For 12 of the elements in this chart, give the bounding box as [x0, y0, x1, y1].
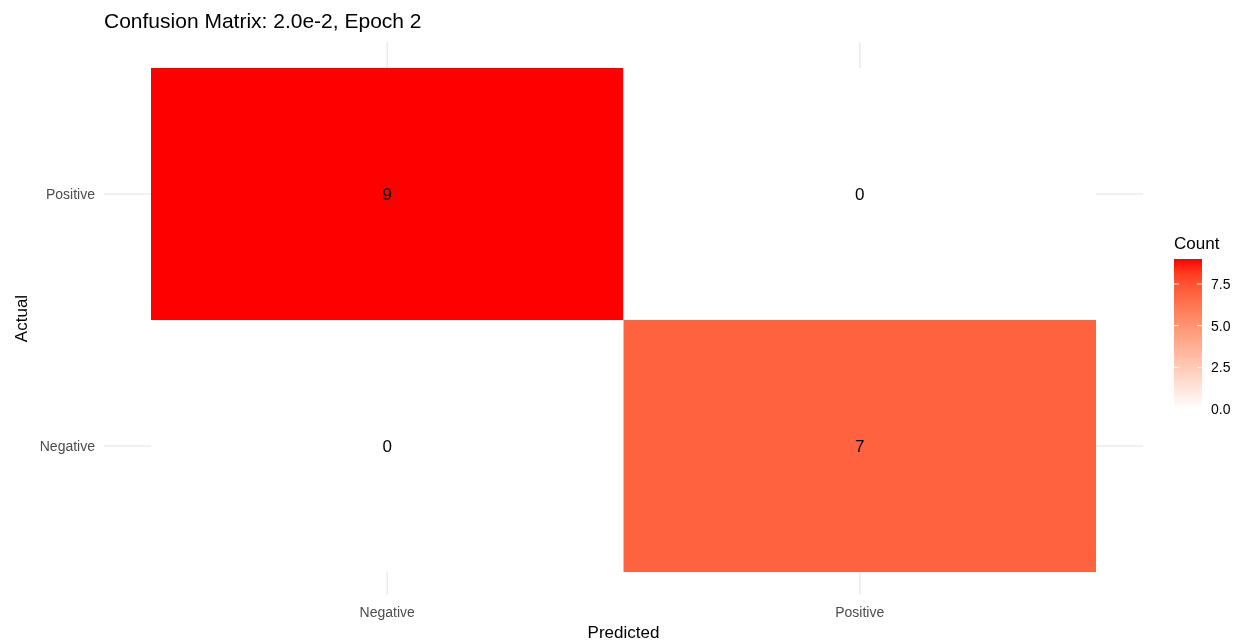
data-label: 0 [855, 184, 865, 204]
color-bar-label: 7.5 [1211, 275, 1231, 292]
color-bar-label: 0.0 [1211, 400, 1231, 417]
color-bar-label: 5.0 [1211, 317, 1231, 334]
chart-title: Confusion Matrix: 2.0e-2, Epoch 2 [104, 9, 422, 32]
data-label: 7 [855, 436, 865, 456]
data-label: 0 [382, 436, 392, 456]
data-label: 9 [382, 184, 392, 204]
color-bar-label: 2.5 [1211, 359, 1231, 376]
legend-title: Count [1174, 234, 1220, 253]
x-axis-title: Predicted [587, 623, 660, 642]
y-axis-title: Actual [12, 294, 31, 343]
